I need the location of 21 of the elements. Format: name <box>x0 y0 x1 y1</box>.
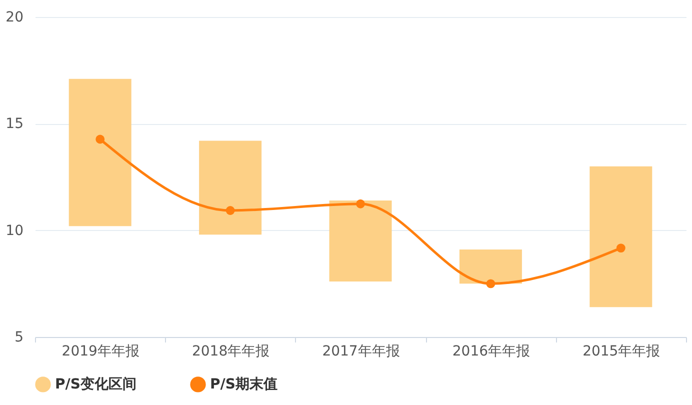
point <box>226 206 235 215</box>
x-tick-label: 2017年年报 <box>322 344 400 360</box>
x-tick-label: 2018年年报 <box>192 344 270 360</box>
bar <box>68 78 132 226</box>
legend-label: P/S期末值 <box>210 376 278 392</box>
point <box>356 199 365 208</box>
legend-label: P/S变化区间 <box>55 375 136 392</box>
y-tick-label: 5 <box>14 330 24 346</box>
bar <box>199 140 262 235</box>
y-tick-label: 15 <box>6 116 24 132</box>
y-tick-label: 10 <box>6 222 24 239</box>
bar <box>590 166 652 308</box>
y-tick-label: 20 <box>6 10 24 26</box>
bar <box>459 250 522 284</box>
x-tick-label: 2019年年报 <box>62 344 140 360</box>
x-tick-label: 2016年年报 <box>452 344 530 360</box>
point <box>96 134 105 144</box>
x-tick-label: 2015年年报 <box>582 344 660 360</box>
point <box>616 244 626 253</box>
point <box>486 279 496 288</box>
bar <box>329 200 392 282</box>
